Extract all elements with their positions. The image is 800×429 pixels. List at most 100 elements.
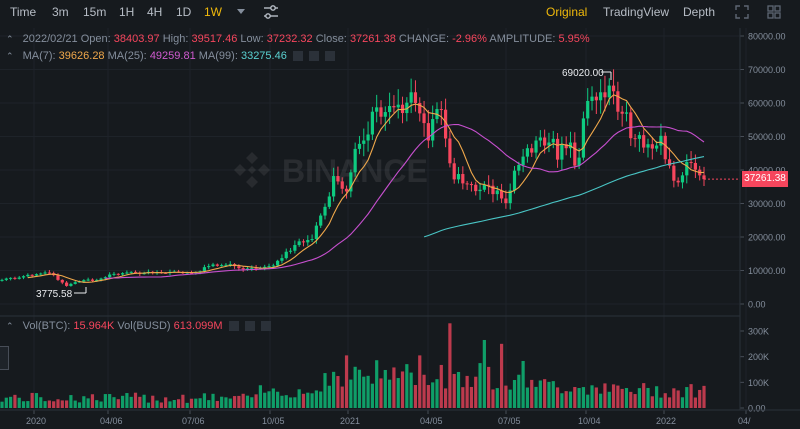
candle-body	[551, 138, 555, 143]
ma-lines	[27, 94, 740, 283]
candle-body	[90, 279, 95, 281]
volume-bar	[237, 395, 241, 408]
candle-body	[521, 156, 525, 165]
volume-bar	[120, 395, 125, 408]
volume-bar	[534, 386, 538, 408]
candle-body	[461, 174, 465, 184]
volume-bar	[568, 391, 573, 408]
ma-settings-icon[interactable]	[292, 51, 303, 62]
candle-body	[383, 112, 387, 117]
ma-visibility-icon[interactable]	[308, 51, 319, 62]
collapse-chevron-icon[interactable]: ⌃	[6, 34, 14, 44]
volume-bar	[306, 392, 310, 408]
volume-bar	[620, 388, 624, 408]
candle-body	[116, 273, 120, 275]
volume-bar	[551, 381, 555, 408]
candle-body	[267, 266, 271, 268]
volume-bar	[469, 386, 474, 408]
candle-body	[65, 282, 69, 286]
candle-body	[319, 215, 323, 226]
volume-bar	[504, 385, 508, 408]
volume-bar	[349, 379, 353, 408]
volume-bar	[388, 379, 392, 408]
ma25-value: 49259.81	[149, 50, 196, 62]
volume-bar	[108, 394, 112, 408]
timeframe-1d[interactable]: 1D	[176, 5, 192, 19]
candle-body	[228, 264, 232, 266]
grid-layout-icon[interactable]	[766, 4, 782, 20]
volume-bar	[176, 399, 181, 408]
candle-body	[418, 103, 422, 114]
volume-bar	[685, 387, 689, 408]
timeframe-4h[interactable]: 4H	[147, 5, 163, 19]
current-price-badge: 37261.38	[742, 171, 788, 187]
volume-bar	[151, 395, 155, 408]
timeframe-time[interactable]: Time	[10, 5, 37, 19]
candle-body	[680, 175, 685, 183]
volume-bar	[456, 371, 461, 408]
collapse-chevron-icon[interactable]: ⌃	[6, 51, 14, 61]
volume-bar	[172, 399, 176, 408]
settings-sliders-icon[interactable]	[262, 4, 280, 20]
candle-body	[379, 107, 383, 117]
candle-body	[663, 135, 667, 160]
volume-bar	[95, 400, 99, 408]
candle-body	[525, 148, 530, 157]
volume-bar	[181, 394, 185, 408]
volume-bar	[629, 391, 633, 408]
chevron-down-icon[interactable]	[236, 8, 246, 16]
time-axis-label: 04/06	[100, 416, 123, 426]
volume-bar	[26, 401, 30, 408]
candle-body	[362, 140, 366, 144]
candle-body	[620, 111, 624, 114]
high-value: 39517.46	[191, 33, 238, 45]
volume-bar	[560, 393, 564, 408]
vol-settings-icon[interactable]	[228, 321, 239, 332]
price-axis-label: 20000.00	[748, 233, 786, 243]
candle-body	[603, 92, 607, 98]
candle-body	[637, 135, 641, 139]
volume-bar	[263, 392, 267, 408]
volume-bar	[573, 387, 577, 408]
volume-bar	[564, 391, 568, 408]
change-label: CHANGE:	[398, 33, 450, 45]
candle-body	[482, 184, 486, 190]
candle-body	[129, 271, 133, 273]
time-axis-label: 04/	[738, 416, 751, 426]
candle-body	[659, 135, 663, 146]
volume-bar	[590, 385, 594, 408]
side-panel-handle[interactable]	[0, 346, 9, 370]
candle-body	[344, 188, 349, 192]
volume-bar	[245, 395, 250, 408]
vol-visibility-icon[interactable]	[244, 321, 255, 332]
volume-bar	[56, 399, 60, 408]
candle-body	[375, 107, 379, 112]
ma-close-icon[interactable]	[325, 51, 336, 62]
timeframe-3m[interactable]: 3m	[52, 5, 69, 19]
volume-bar	[689, 384, 693, 408]
candle-body	[508, 190, 512, 204]
volume-bar	[189, 398, 194, 408]
candle-body	[599, 92, 603, 101]
price-axis-label: 60000.00	[748, 99, 786, 109]
volume-bar	[155, 400, 159, 408]
volume-bar	[86, 398, 90, 408]
vol-busd-value: 613.099M	[173, 320, 223, 332]
timeframe-1h[interactable]: 1H	[119, 5, 135, 19]
view-depth[interactable]: Depth	[683, 5, 716, 19]
timeframe-15m[interactable]: 15m	[83, 5, 107, 19]
open-label: Open:	[80, 33, 111, 45]
volume-bar	[228, 398, 232, 408]
collapse-chevron-icon[interactable]: ⌃	[6, 321, 14, 331]
vol-close-icon[interactable]	[260, 321, 271, 332]
volume-bar	[133, 392, 138, 408]
fullscreen-icon[interactable]	[734, 4, 750, 20]
timeframe-1w[interactable]: 1W	[204, 5, 222, 19]
candle-date: 2022/02/21	[22, 33, 78, 45]
view-original[interactable]: Original	[546, 5, 588, 19]
view-tradingview[interactable]: TradingView	[603, 5, 670, 19]
volume-bar	[65, 400, 69, 408]
candle-body	[607, 85, 611, 98]
vol-busd-label: Vol(BUSD)	[117, 320, 171, 332]
